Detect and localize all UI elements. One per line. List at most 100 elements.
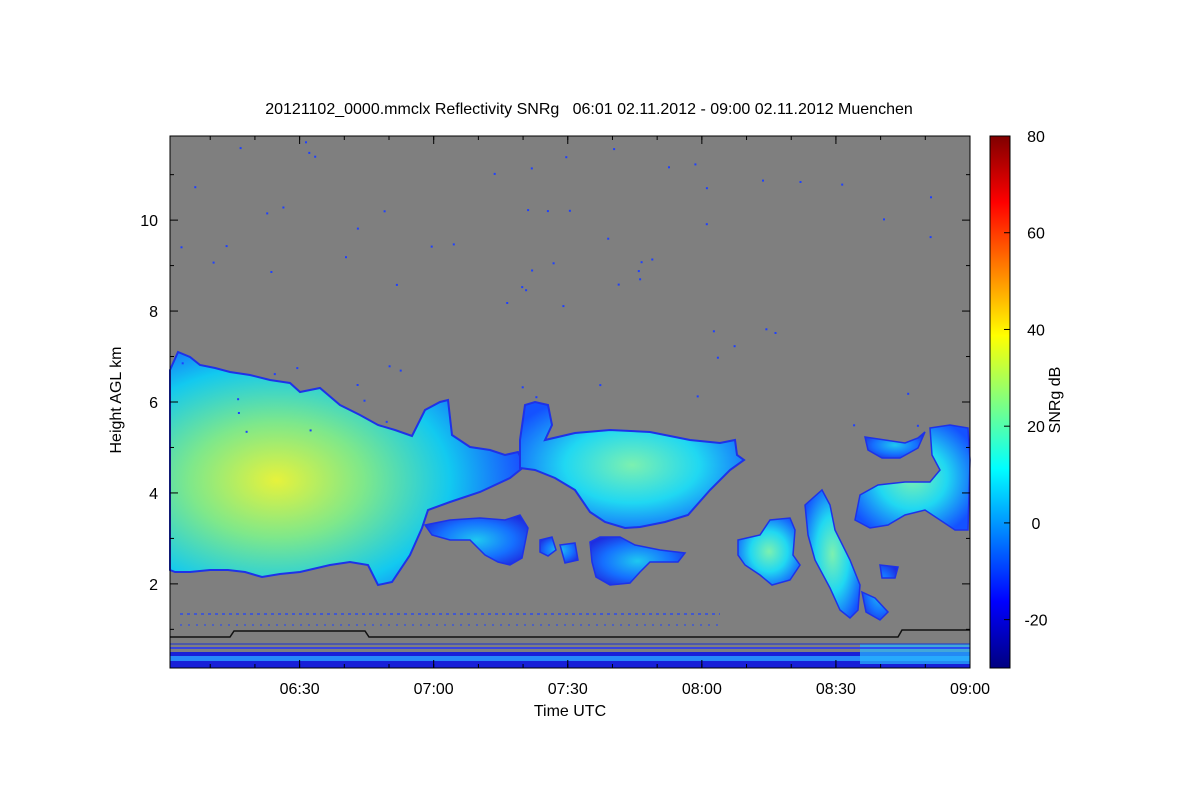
falling-streak-2 xyxy=(804,488,861,620)
lower-patch-3 xyxy=(539,536,579,564)
noise-speck xyxy=(383,210,386,213)
noise-speck xyxy=(607,237,610,240)
noise-speck xyxy=(916,424,919,427)
noise-speck xyxy=(363,399,366,402)
y-tick-label: 10 xyxy=(140,213,158,230)
noise-speck xyxy=(640,261,643,264)
noise-speck xyxy=(245,430,248,433)
falling-streak-1 xyxy=(737,517,801,586)
noise-speck xyxy=(452,243,455,246)
noise-speck xyxy=(562,305,565,308)
x-axis: 06:30 07:00 07:30 08:00 08:30 09:00 xyxy=(209,136,990,698)
noise-speck xyxy=(273,373,276,376)
echo-features xyxy=(169,141,971,668)
colorbar-tick-label: 0 xyxy=(1032,516,1041,533)
x-tick-label: 07:30 xyxy=(548,681,588,698)
noise-speck xyxy=(270,271,273,273)
noise-speck xyxy=(388,365,391,368)
y-tick-label: 8 xyxy=(149,304,158,321)
noise-speck xyxy=(907,392,910,395)
noise-speck xyxy=(712,330,715,333)
noise-speck xyxy=(841,183,844,186)
noise-speck xyxy=(552,262,555,265)
x-axis-label: Time UTC xyxy=(534,703,606,720)
noise-speck xyxy=(762,179,764,182)
noise-speck xyxy=(506,302,509,304)
noise-speck xyxy=(237,398,240,401)
noise-speck xyxy=(568,209,571,212)
noise-speck xyxy=(799,181,802,183)
main-cloud xyxy=(169,350,527,587)
noise-speck xyxy=(345,256,347,259)
chart-title: 20121102_0000.mmclx Reflectivity SNRg 06… xyxy=(265,101,913,118)
noise-speck xyxy=(521,286,524,289)
y-tick-label: 4 xyxy=(149,486,158,503)
noise-speck xyxy=(694,163,697,166)
clutter-band-light xyxy=(170,656,970,661)
right-upper-patch xyxy=(864,431,926,459)
colorbar-tick-label: 80 xyxy=(1027,129,1045,146)
noise-speck xyxy=(194,186,197,189)
sensor-line xyxy=(170,629,970,638)
cloud-band xyxy=(519,400,746,530)
noise-speck xyxy=(637,270,640,273)
clutter-band-cyan xyxy=(860,644,970,664)
y-axis: 2 4 6 8 10 xyxy=(140,174,970,630)
noise-speck xyxy=(531,269,534,272)
noise-speck xyxy=(705,223,708,226)
x-tick-label: 09:00 xyxy=(950,681,990,698)
noise-speck xyxy=(639,278,642,281)
noise-speck xyxy=(930,196,932,199)
noise-speck xyxy=(399,369,402,372)
lower-patch-2 xyxy=(589,536,687,586)
noise-speck xyxy=(651,258,654,261)
x-tick-label: 06:30 xyxy=(280,681,320,698)
noise-speck xyxy=(705,187,708,190)
noise-speck xyxy=(521,386,524,389)
noise-speck xyxy=(314,155,317,158)
lower-patch-1 xyxy=(423,514,529,566)
noise-speck xyxy=(309,429,312,432)
noise-speck xyxy=(239,147,242,150)
noise-speck xyxy=(530,167,533,170)
colorbar: -20 0 20 40 60 80 SNRg dB xyxy=(989,129,1064,669)
noise-speck xyxy=(385,420,388,423)
noise-speck xyxy=(266,212,269,215)
colorbar-tick-label: -20 xyxy=(1024,613,1047,630)
right-low-patch xyxy=(860,564,899,621)
noise-speck xyxy=(430,245,433,248)
x-tick-label: 08:30 xyxy=(816,681,856,698)
colorbar-ticks: -20 0 20 40 60 80 xyxy=(1004,129,1048,630)
noise-speck xyxy=(765,328,768,331)
noise-speck xyxy=(525,289,528,292)
noise-speck xyxy=(613,148,616,151)
noise-speck xyxy=(225,245,228,248)
noise-speck xyxy=(282,206,285,209)
noise-speck xyxy=(774,332,777,334)
noise-speck xyxy=(395,283,398,286)
noise-speck xyxy=(929,236,932,239)
noise-speck xyxy=(308,151,311,154)
y-tick-label: 2 xyxy=(149,577,158,594)
y-axis-label: Height AGL km xyxy=(108,346,125,453)
noise-speck xyxy=(535,396,538,399)
ground-clutter xyxy=(170,613,970,668)
noise-speck xyxy=(716,356,719,359)
noise-speck xyxy=(356,227,359,230)
x-tick-label: 08:00 xyxy=(682,681,722,698)
noise-speck xyxy=(599,384,602,387)
noise-speck xyxy=(180,246,183,249)
noise-specks xyxy=(180,141,932,433)
noise-speck xyxy=(493,172,496,175)
plot-area xyxy=(169,135,971,669)
noise-speck xyxy=(356,384,359,386)
colorbar-bar xyxy=(989,135,1011,669)
noise-speck xyxy=(212,261,215,264)
noise-speck xyxy=(305,141,307,144)
colorbar-label: SNRg dB xyxy=(1047,367,1064,434)
noise-speck xyxy=(565,156,568,159)
noise-speck xyxy=(546,210,549,213)
noise-speck xyxy=(617,283,620,286)
noise-speck xyxy=(237,412,240,414)
noise-speck xyxy=(668,166,670,169)
